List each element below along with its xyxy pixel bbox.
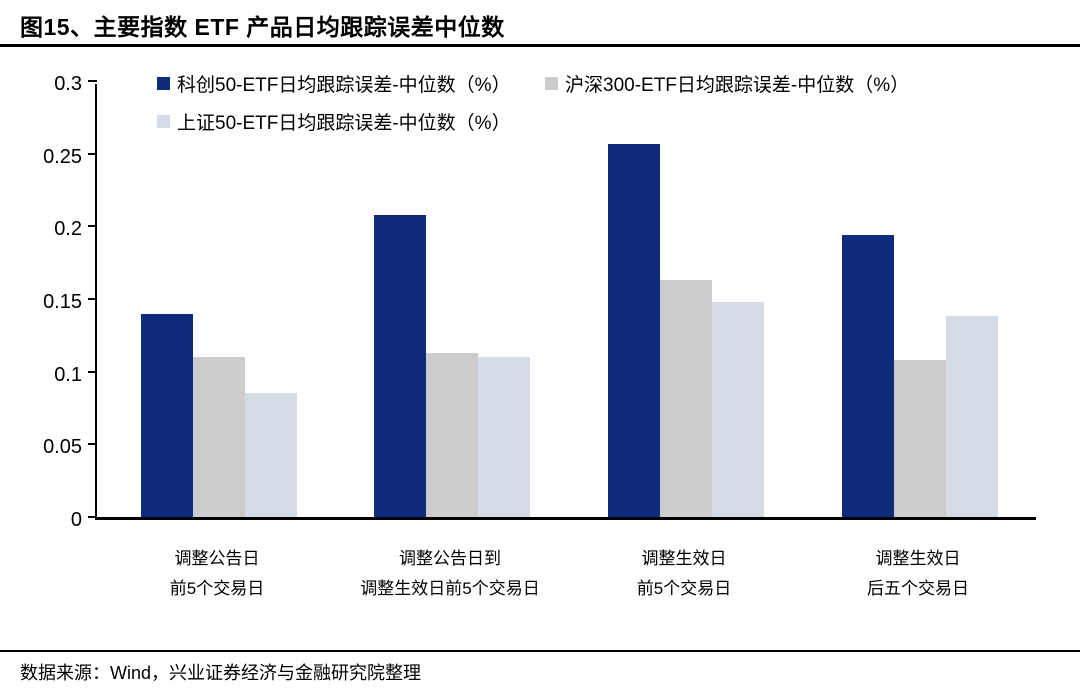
x-axis-label-line: 后五个交易日 bbox=[867, 579, 969, 598]
bar-group4-series3 bbox=[946, 316, 998, 517]
legend-label-kc50: 科创50-ETF日均跟踪误差-中位数（%） bbox=[177, 75, 511, 96]
y-axis-tick bbox=[88, 443, 97, 446]
x-axis-label-line: 调整生效日 bbox=[875, 549, 961, 568]
x-axis-label-line: 调整公告日 bbox=[174, 549, 260, 568]
x-axis-label-line: 前5个交易日 bbox=[169, 579, 265, 598]
plot-area bbox=[88, 80, 1036, 520]
legend-label-hs300: 沪深300-ETF日均跟踪误差-中位数（%） bbox=[565, 75, 910, 96]
data-source-note: 数据来源：Wind，兴业证券经济与金融研究院整理 bbox=[20, 663, 422, 683]
bar-group4-series1 bbox=[842, 235, 894, 517]
bar-group1-series3 bbox=[245, 393, 297, 517]
title-divider-line bbox=[0, 44, 1080, 47]
x-axis-label-line: 调整公告日到 bbox=[399, 549, 501, 568]
x-axis-label: 调整公告日到调整生效日前5个交易日 bbox=[290, 544, 610, 604]
y-axis-label: 0.25 bbox=[43, 145, 82, 168]
footer-divider-line bbox=[0, 650, 1080, 652]
legend-item-hs300: 沪深300-ETF日均跟踪误差-中位数（%） bbox=[545, 70, 909, 97]
x-axis-label-line: 调整生效日 bbox=[641, 549, 727, 568]
y-axis-tick bbox=[88, 298, 97, 300]
legend-item-kc50: 科创50-ETF日均跟踪误差-中位数（%） bbox=[157, 70, 511, 97]
x-axis-label-line: 前5个交易日 bbox=[636, 579, 732, 598]
legend-swatch-sz50-icon bbox=[157, 115, 170, 128]
y-axis-tick bbox=[88, 225, 97, 228]
y-axis-label: 0.2 bbox=[54, 218, 82, 241]
y-axis-label: 0.05 bbox=[43, 436, 82, 459]
x-axis-label: 调整公告日前5个交易日 bbox=[57, 544, 377, 604]
legend-item-sz50: 上证50-ETF日均跟踪误差-中位数（%） bbox=[157, 108, 511, 135]
bar-group1-series2 bbox=[193, 357, 245, 517]
legend-swatch-hs300-icon bbox=[545, 77, 558, 90]
y-axis-tick bbox=[88, 370, 97, 373]
x-axis-label: 调整生效日后五个交易日 bbox=[758, 544, 1078, 604]
x-axis-label-line: 调整生效日前5个交易日 bbox=[360, 579, 540, 598]
bar-group3-series3 bbox=[712, 301, 764, 517]
y-axis-tick bbox=[88, 80, 97, 82]
chart-title: 图15、主要指数 ETF 产品日均跟踪误差中位数 bbox=[20, 14, 505, 40]
bar-group1-series1 bbox=[141, 313, 193, 517]
y-axis-label: 0.15 bbox=[43, 291, 82, 313]
bar-group4-series2 bbox=[894, 360, 946, 517]
y-axis-label: 0.3 bbox=[54, 73, 82, 95]
y-axis-label: 0.1 bbox=[54, 363, 82, 386]
y-axis-tick bbox=[88, 516, 97, 518]
legend-swatch-kc50-icon bbox=[157, 77, 170, 90]
bar-group2-series1 bbox=[374, 214, 426, 517]
bar-group2-series2 bbox=[426, 352, 478, 517]
bar-group3-series1 bbox=[608, 143, 660, 517]
bar-chart: 科创50-ETF日均跟踪误差-中位数（%） 沪深300-ETF日均跟踪误差-中位… bbox=[0, 47, 1080, 647]
bar-group2-series3 bbox=[478, 357, 530, 517]
legend-label-sz50: 上证50-ETF日均跟踪误差-中位数（%） bbox=[177, 113, 511, 134]
y-axis-tick bbox=[88, 152, 97, 155]
bar-group3-series2 bbox=[660, 280, 712, 517]
y-axis-label: 0 bbox=[70, 509, 82, 531]
x-axis-label: 调整生效日前5个交易日 bbox=[524, 544, 844, 604]
